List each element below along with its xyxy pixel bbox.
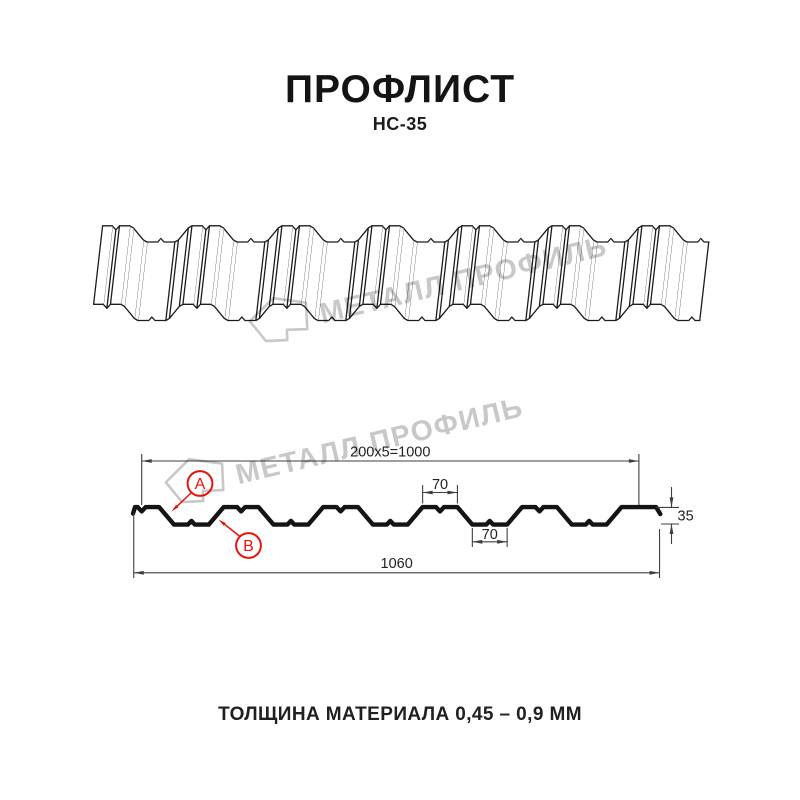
watermark-bottom: МЕТАЛЛ ПРОФИЛЬ: [164, 391, 527, 504]
dim-rib-top: 70: [432, 477, 448, 493]
brand-logo-icon: [248, 296, 309, 343]
dim-height: 35: [678, 509, 694, 525]
label-b-circle: [235, 532, 262, 559]
label-a-circle: [186, 470, 214, 497]
brand-logo-icon: [164, 457, 225, 504]
dim-rib-bottom: 70: [482, 527, 498, 543]
profile-code: НС-35: [372, 114, 428, 134]
point-labels: АВ: [171, 470, 262, 559]
cross-section-view: [130, 504, 663, 527]
dim-total-width: 1060: [381, 556, 413, 572]
material-thickness-note: ТОЛЩИНА МАТЕРИАЛА 0,45 – 0,9 ММ: [218, 704, 582, 725]
profile-3d-view: [92, 224, 710, 322]
cross-section-profile-outline: [130, 504, 663, 527]
label-a-letter: А: [195, 476, 206, 493]
page-title: ПРОФЛИСТ: [284, 68, 516, 111]
dim-working-width: 200x5=1000: [350, 445, 430, 461]
brand-watermark-text: МЕТАЛЛ ПРОФИЛЬ: [233, 391, 527, 491]
label-b-letter: В: [243, 538, 254, 555]
